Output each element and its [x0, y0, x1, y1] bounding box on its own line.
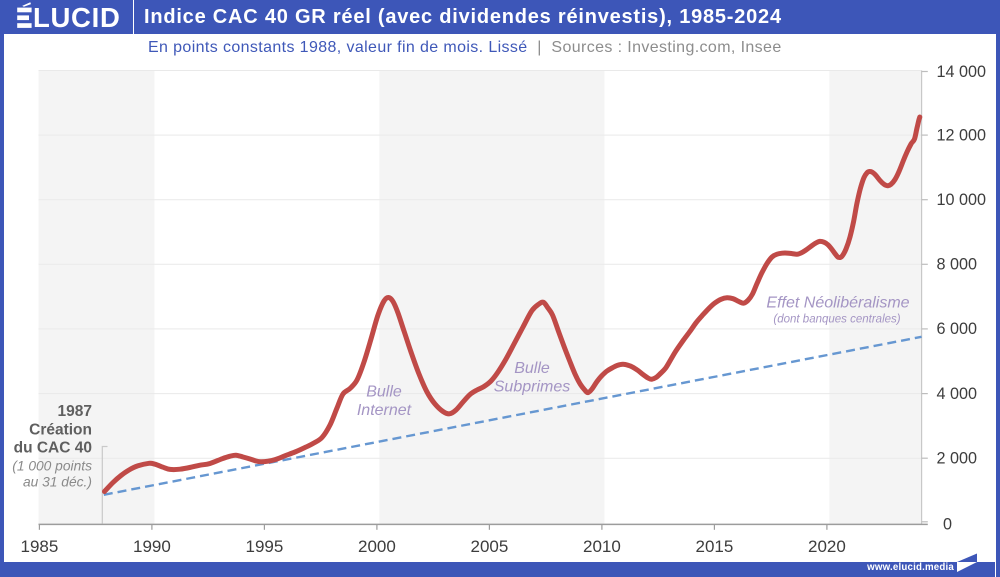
- svg-text:6 000: 6 000: [937, 320, 978, 338]
- svg-text:du CAC 40: du CAC 40: [14, 440, 92, 457]
- svg-text:Bulle: Bulle: [514, 360, 550, 377]
- svg-text:(1 000 points: (1 000 points: [12, 459, 92, 474]
- svg-text:1995: 1995: [245, 537, 283, 556]
- svg-text:1985: 1985: [20, 537, 58, 556]
- svg-text:Subprimes: Subprimes: [494, 379, 570, 396]
- svg-text:14 000: 14 000: [937, 63, 987, 81]
- svg-text:1987: 1987: [58, 403, 92, 420]
- svg-text:Effet Néolibéralisme: Effet Néolibéralisme: [766, 295, 909, 312]
- svg-text:2015: 2015: [695, 537, 733, 556]
- svg-text:2000: 2000: [358, 537, 396, 556]
- svg-text:12 000: 12 000: [937, 126, 987, 144]
- svg-text:(dont banques centrales): (dont banques centrales): [773, 314, 900, 326]
- svg-text:au 31 déc.): au 31 déc.): [23, 475, 92, 490]
- svg-text:2020: 2020: [808, 537, 846, 556]
- svg-text:2 000: 2 000: [937, 450, 978, 468]
- svg-text:Internet: Internet: [357, 402, 412, 419]
- svg-text:Création: Création: [29, 422, 92, 439]
- svg-text:1990: 1990: [133, 537, 171, 556]
- svg-text:0: 0: [943, 516, 952, 534]
- svg-text:2010: 2010: [583, 537, 621, 556]
- svg-text:8 000: 8 000: [937, 256, 978, 274]
- svg-text:10 000: 10 000: [937, 191, 987, 209]
- svg-text:Bulle: Bulle: [366, 384, 402, 401]
- svg-text:4 000: 4 000: [937, 385, 978, 403]
- svg-text:2005: 2005: [470, 537, 508, 556]
